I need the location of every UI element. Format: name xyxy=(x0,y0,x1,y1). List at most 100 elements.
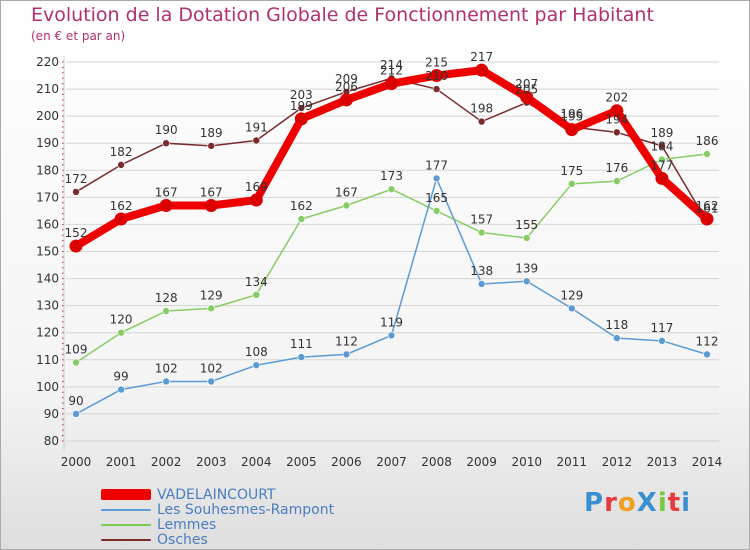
data-label: 173 xyxy=(380,169,403,183)
data-label: 129 xyxy=(200,288,223,302)
data-point xyxy=(207,142,216,150)
data-point xyxy=(658,337,666,345)
x-tick-label: 2002 xyxy=(151,455,182,469)
data-point xyxy=(207,304,216,313)
data-label: 162 xyxy=(696,199,719,213)
data-point xyxy=(700,212,714,226)
data-point xyxy=(522,277,531,286)
data-label: 109 xyxy=(65,342,88,356)
y-tick-label: 180 xyxy=(36,163,59,177)
data-point xyxy=(204,198,218,212)
data-point xyxy=(432,174,441,183)
data-label: 209 xyxy=(335,72,358,86)
data-label: 214 xyxy=(380,58,403,72)
y-tick-label: 150 xyxy=(36,245,59,259)
data-label: 169 xyxy=(245,180,268,194)
x-tick-label: 2006 xyxy=(331,455,362,469)
data-point xyxy=(162,139,170,148)
data-point xyxy=(387,331,396,340)
y-tick-label: 80 xyxy=(44,434,59,448)
data-label: 111 xyxy=(290,337,313,351)
data-label: 138 xyxy=(470,264,493,278)
data-point xyxy=(567,180,576,188)
y-tick-label: 110 xyxy=(36,353,59,367)
data-point xyxy=(430,69,444,83)
data-point xyxy=(294,112,308,126)
chart-title: Evolution de la Dotation Globale de Fonc… xyxy=(31,4,654,26)
data-point xyxy=(297,104,306,112)
data-label: 186 xyxy=(696,134,719,148)
data-label: 175 xyxy=(560,164,583,178)
x-tick-label: 2009 xyxy=(466,455,497,469)
y-tick-label: 220 xyxy=(36,55,59,69)
logo-letter: P xyxy=(584,488,605,518)
data-point xyxy=(703,350,711,359)
data-point xyxy=(432,85,441,93)
data-label: 167 xyxy=(155,185,178,199)
legend-swatch xyxy=(101,489,151,500)
data-label: 119 xyxy=(380,315,403,329)
data-point xyxy=(342,201,351,210)
data-labels-layer: 172 182 190 189 191 203 209 214 210 198 205 196 194 1… xyxy=(65,50,719,408)
data-label: 118 xyxy=(605,318,628,332)
y-tick-label: 190 xyxy=(36,136,59,150)
data-point xyxy=(658,142,666,150)
y-tick-label: 130 xyxy=(36,299,59,313)
data-label: 217 xyxy=(470,50,493,64)
data-label: 206 xyxy=(335,80,358,94)
data-label: 194 xyxy=(605,112,628,126)
data-label: 120 xyxy=(110,313,133,327)
data-point xyxy=(72,410,80,418)
x-tick-label: 2010 xyxy=(511,455,542,469)
data-label: 215 xyxy=(425,56,448,70)
legend-item-les-souhesmes-rampont: Les Souhesmes-Rampont xyxy=(101,502,334,518)
data-point xyxy=(252,136,261,145)
data-point xyxy=(252,291,261,299)
legend-swatch xyxy=(101,538,151,541)
data-point xyxy=(610,104,624,118)
data-label: 189 xyxy=(650,126,673,140)
data-label: 167 xyxy=(335,185,358,199)
data-label: 165 xyxy=(425,191,448,205)
data-label: 108 xyxy=(245,345,268,359)
data-label: 190 xyxy=(155,123,178,137)
data-label: 195 xyxy=(560,110,583,124)
data-point xyxy=(249,193,263,207)
data-point xyxy=(72,188,80,196)
legend-label: VADELAINCOURT xyxy=(157,486,276,503)
data-point xyxy=(69,239,83,253)
data-point xyxy=(567,304,576,313)
data-point xyxy=(385,77,398,91)
data-point xyxy=(159,198,173,212)
data-label: 205 xyxy=(515,83,538,97)
y-tick-label: 120 xyxy=(36,326,59,340)
data-point xyxy=(117,328,125,337)
data-label: 199 xyxy=(290,99,313,113)
logo-letter: o xyxy=(617,488,637,518)
y-tick-label: 100 xyxy=(36,380,59,394)
data-label: 117 xyxy=(650,321,673,335)
data-label: 172 xyxy=(65,172,88,186)
legend-item-lemmes: Lemmes xyxy=(101,517,334,533)
y-tick-label: 170 xyxy=(36,190,59,204)
data-label: 157 xyxy=(470,213,493,227)
data-point xyxy=(117,161,125,169)
data-label: 203 xyxy=(290,88,313,102)
proxiti-logo: ProXiti xyxy=(584,488,691,518)
data-point xyxy=(658,155,666,164)
data-point xyxy=(613,177,621,185)
chart-subtitle: (en € et par an) xyxy=(31,29,126,43)
data-point xyxy=(387,185,396,194)
x-tick-label: 2004 xyxy=(241,455,272,469)
data-point xyxy=(162,377,170,386)
logo-letter: t xyxy=(667,488,682,518)
x-tick-label: 2000 xyxy=(61,455,92,469)
data-point xyxy=(342,350,351,359)
legend-label: Osches xyxy=(157,531,208,548)
data-point xyxy=(297,353,306,361)
data-point xyxy=(297,215,306,223)
axes-layer: 8090100110120130140150160170180190200210… xyxy=(36,55,722,469)
data-label: 139 xyxy=(515,261,538,275)
grid-layer xyxy=(66,61,719,442)
data-label: 102 xyxy=(200,361,223,375)
